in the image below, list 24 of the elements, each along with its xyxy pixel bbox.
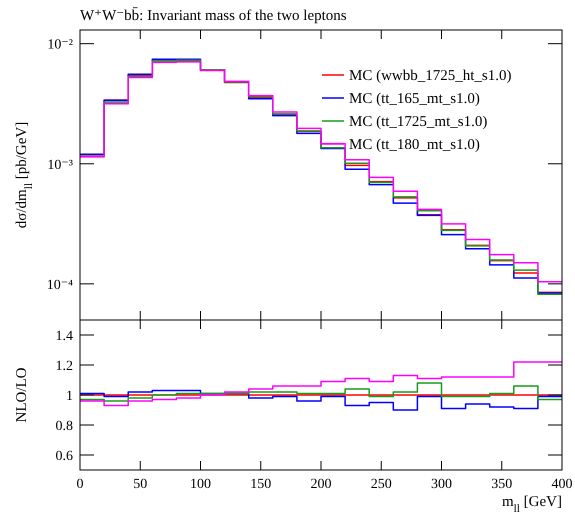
x-tick-label: 100 (190, 477, 211, 492)
x-tick-label: 300 (431, 477, 452, 492)
y-axis-title: NLO/LO (14, 367, 30, 422)
x-tick-label: 150 (250, 477, 272, 492)
x-tick-label: 250 (370, 477, 392, 492)
y-tick-label: 1.2 (56, 359, 73, 374)
y-tick-label: 1.4 (56, 329, 73, 344)
y-tick-label: 10⁻³ (47, 158, 73, 173)
x-tick-label: 400 (552, 477, 572, 492)
y-tick-label: 0.6 (56, 449, 73, 464)
x-tick-label: 350 (491, 477, 512, 492)
y-tick-label: 10⁻⁴ (46, 278, 74, 293)
y-tick-label: 1 (66, 389, 73, 404)
y-tick-label: 10⁻² (47, 38, 73, 53)
legend-label: MC (tt_180_mt_s1.0) (349, 137, 480, 153)
chart-title: W⁺W⁻bb̄: Invariant mass of the two leptons (80, 6, 347, 24)
y-tick-label: 0.8 (56, 419, 73, 434)
x-tick-label: 0 (76, 477, 84, 492)
x-tick-label: 50 (133, 477, 148, 492)
x-axis-title: m$_{ll}$ [GeV] (502, 494, 562, 515)
legend-label: MC (tt_165_mt_s1.0) (349, 91, 480, 107)
legend-label: MC (tt_1725_mt_s1.0) (349, 114, 488, 130)
legend-label: MC (wwbb_1725_ht_s1.0) (349, 68, 512, 84)
x-tick-label: 200 (310, 477, 332, 492)
